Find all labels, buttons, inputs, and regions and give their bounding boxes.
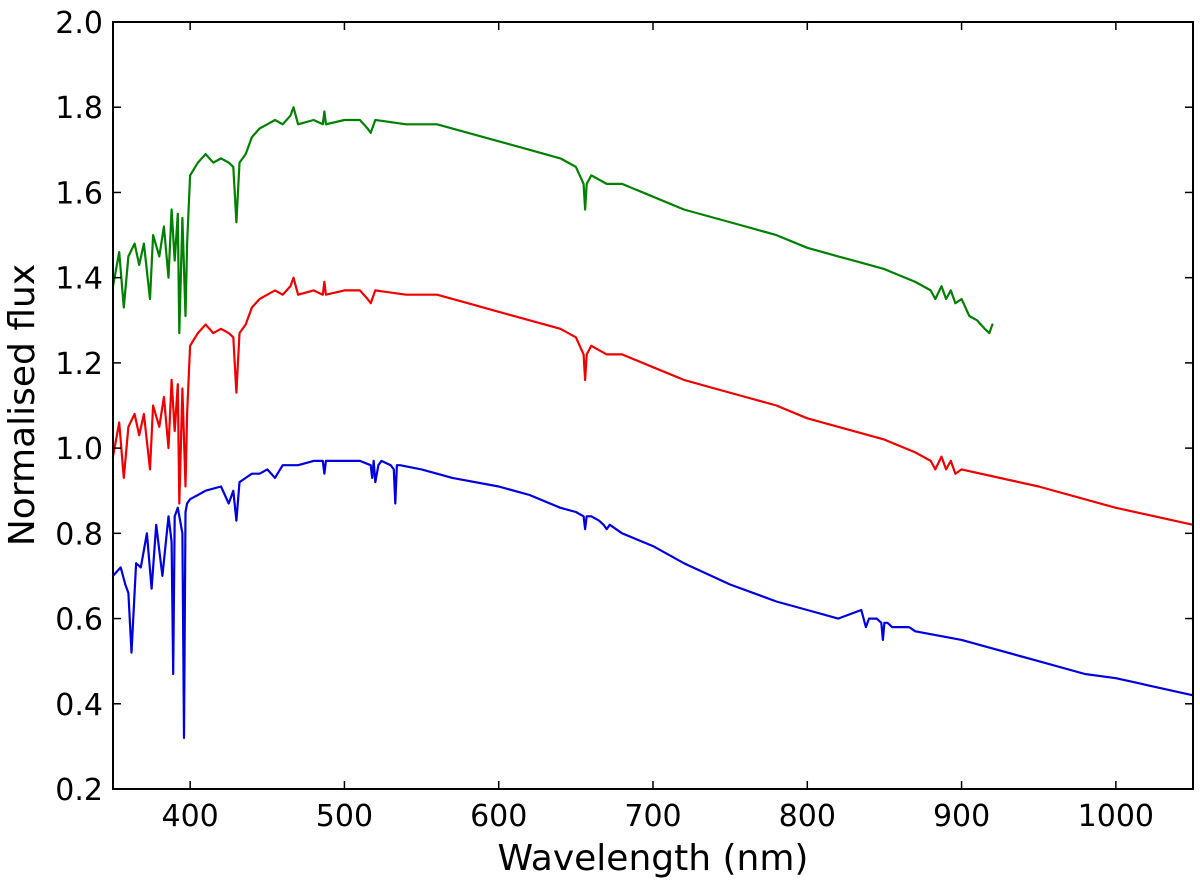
y-tick-label: 0.8 [55,517,103,552]
plot-frame [112,21,1194,790]
series-line-green [111,106,994,335]
series-line-blue [111,459,1195,739]
y-tick-label: 1.8 [55,91,103,126]
y-tick-label: 0.4 [55,688,103,723]
y-axis: 0.2 0.4 0.6 0.8 1.0 1.2 1.4 1.6 1.8 2.0 [55,6,1193,808]
x-tick-label: 1000 [1078,799,1154,834]
x-tick-label: 700 [624,799,681,834]
y-tick-label: 0.6 [55,603,103,638]
x-tick-label: 400 [162,799,219,834]
x-tick-label: 600 [470,799,527,834]
series-line-red [111,276,1195,526]
x-axis-label: Wavelength (nm) [498,838,809,879]
y-tick-label: 1.2 [55,347,103,382]
x-tick-label: 800 [779,799,836,834]
y-axis-label: Normalised flux [2,264,43,546]
plot-area [111,106,1195,739]
x-tick-label: 500 [316,799,373,834]
y-tick-label: 1.0 [55,432,103,467]
y-tick-label: 0.2 [55,773,103,808]
x-tick-label: 900 [933,799,990,834]
y-tick-label: 1.6 [55,176,103,211]
x-axis: 400 500 600 700 800 900 1000 [162,22,1154,834]
y-tick-label: 2.0 [55,6,103,41]
y-tick-label: 1.4 [55,262,103,297]
